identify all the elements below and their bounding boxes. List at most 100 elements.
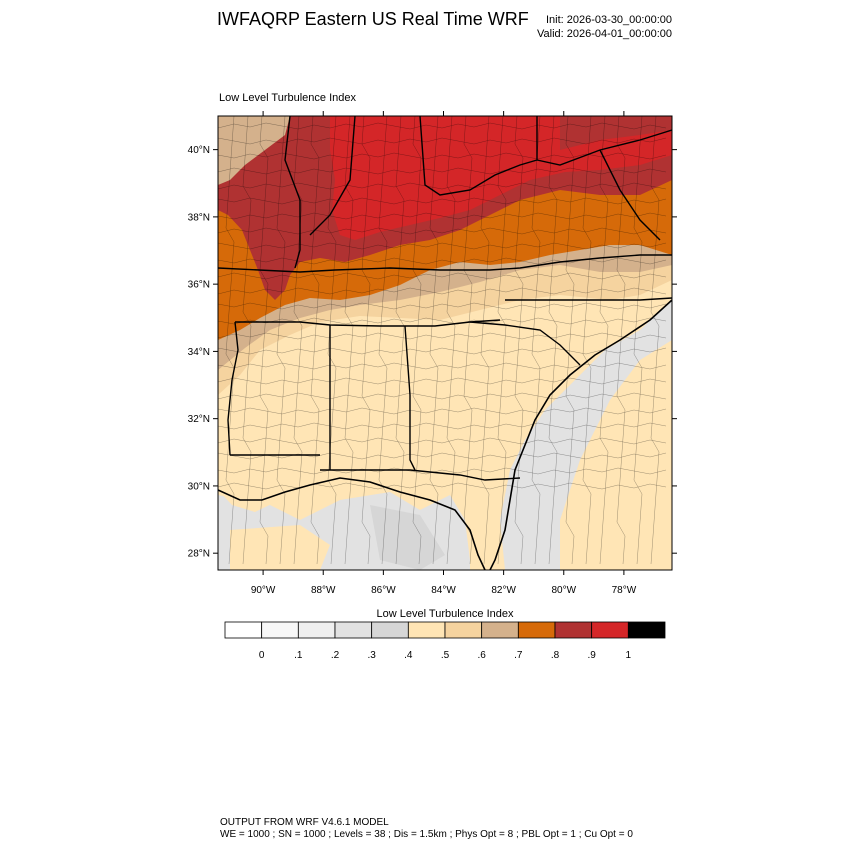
county-line: [218, 317, 667, 325]
county-line: [218, 122, 667, 130]
county-line: [361, 116, 371, 565]
colorbar-label: .1: [294, 650, 303, 661]
county-line: [259, 116, 269, 565]
colorbar-swatch: [297, 621, 336, 639]
county-line: [218, 437, 667, 445]
footer-line-1: OUTPUT FROM WRF V4.6.1 MODEL: [220, 817, 389, 828]
footer-line-2: WE = 1000 ; SN = 1000 ; Levels = 38 ; Di…: [220, 829, 633, 840]
map-frame: [217, 115, 673, 571]
county-line: [395, 116, 405, 565]
lat-label: 28°N: [188, 549, 210, 560]
county-line: [497, 116, 507, 565]
county-line: [218, 302, 667, 310]
zone-1-0: [330, 116, 672, 240]
county-line: [225, 116, 235, 565]
atlantic-coastline: [489, 299, 672, 570]
colorbar-swatch: [444, 621, 483, 639]
county-line: [218, 482, 667, 490]
init-time: Init: 2026-03-30_00:00:00: [546, 14, 672, 26]
colorbar-swatch: [517, 621, 556, 639]
county-line: [531, 116, 541, 565]
county-line: [218, 182, 667, 190]
colorbar-label: 1: [626, 650, 632, 661]
colorbar-title: Low Level Turbulence Index: [376, 608, 514, 620]
gulf-tan-zone: [230, 525, 330, 570]
panel-title: Low Level Turbulence Index: [219, 92, 356, 104]
gulf-grey-zone: [370, 505, 445, 570]
county-line: [446, 116, 456, 565]
al-ga-border: [404, 325, 416, 471]
lon-label: 78°W: [612, 585, 637, 596]
county-lines: [218, 116, 667, 565]
lat-label: 36°N: [188, 280, 210, 291]
map-field: [218, 116, 672, 570]
model-footer: OUTPUT FROM WRF V4.6.1 MODEL WE = 1000 ;…: [220, 817, 633, 841]
county-line: [218, 422, 667, 430]
county-line: [378, 116, 388, 565]
lat-label: 30°N: [188, 481, 210, 492]
colorbar-swatch: [371, 621, 409, 639]
init-valid-times: Init: 2026-03-30_00:00:00 Valid: 2026-04…: [537, 13, 672, 41]
county-line: [599, 116, 609, 565]
county-line: [344, 116, 354, 565]
county-line: [218, 377, 667, 385]
county-line: [218, 347, 667, 355]
county-line: [293, 116, 303, 565]
ga-sc-border: [469, 321, 581, 366]
county-line: [218, 272, 667, 280]
colorbar-label: .9: [587, 650, 596, 661]
longitude-axis: 90°W 88°W 86°W 84°W 82°W 80°W 78°W: [251, 111, 637, 596]
colorbar-swatch: [261, 621, 299, 639]
main-title: IWFAQRP Eastern US Real Time WRF: [217, 9, 529, 29]
county-line: [429, 116, 439, 565]
county-line: [616, 116, 626, 565]
nc-sc-border: [505, 297, 672, 301]
latitude-axis: 40°N 38°N 36°N 34°N 32°N 30°N 28°N: [188, 145, 677, 560]
il-ky-border: [284, 116, 301, 269]
lat-label: 40°N: [188, 145, 210, 156]
county-line: [276, 116, 286, 565]
colorbar-label: .5: [441, 650, 450, 661]
colorbar-label: .2: [331, 650, 340, 661]
lon-label: 80°W: [551, 585, 576, 596]
atlantic-low-zone: [500, 300, 672, 570]
county-line: [218, 257, 667, 265]
county-line: [463, 116, 473, 565]
county-line: [218, 167, 667, 175]
lon-label: 82°W: [491, 585, 516, 596]
colorbar-swatch: [224, 621, 263, 639]
county-line: [242, 116, 252, 565]
county-line: [218, 362, 667, 370]
county-line: [218, 287, 667, 295]
county-line: [650, 116, 660, 565]
colorbar-swatch: [407, 621, 446, 639]
colorbar-swatch: [334, 621, 373, 639]
lat-label: 32°N: [188, 414, 210, 425]
colorbar: 0 .1 .2 .3 .4 .5 .6 .7 .8 .9 1: [224, 621, 666, 661]
colorbar-swatch: [627, 621, 666, 639]
gulf-coastline: [218, 477, 486, 570]
county-line: [218, 467, 667, 475]
lon-label: 86°W: [371, 585, 396, 596]
lat-label: 34°N: [188, 347, 210, 358]
tn-nc-va-border: [218, 254, 672, 273]
county-line: [480, 116, 490, 565]
colorbar-swatch: [591, 621, 629, 639]
lon-label: 88°W: [311, 585, 336, 596]
fl-border: [320, 469, 521, 481]
county-line: [310, 116, 320, 565]
county-line: [327, 116, 337, 565]
colorbar-swatch: [554, 621, 593, 639]
colorbar-swatch: [481, 621, 519, 639]
lon-label: 84°W: [431, 585, 456, 596]
county-line: [582, 116, 592, 565]
county-line: [412, 116, 422, 565]
colorbar-label: .4: [404, 650, 413, 661]
zone-top-left: [218, 116, 290, 185]
colorbar-label: .7: [514, 650, 523, 661]
county-line: [218, 242, 667, 250]
county-line: [218, 197, 667, 205]
county-line: [218, 212, 667, 220]
county-line: [218, 407, 667, 415]
